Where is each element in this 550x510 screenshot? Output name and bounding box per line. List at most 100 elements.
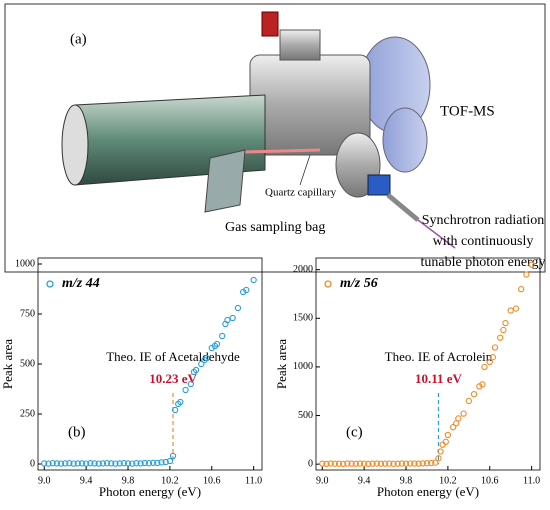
x-tick-label: 11.0: [523, 475, 540, 486]
data-point: [390, 460, 397, 467]
data-point: [213, 340, 221, 348]
x-tick-label: 9.0: [38, 475, 51, 486]
panel-label: (c): [346, 424, 363, 440]
data-point: [365, 460, 372, 468]
data-point: [352, 460, 359, 467]
y-tick-label: 500: [298, 410, 313, 421]
data-point: [41, 460, 48, 467]
data-point: [66, 460, 73, 467]
data-point: [82, 460, 90, 467]
data-point: [327, 460, 334, 467]
data-point: [120, 460, 127, 467]
sampling-bag: [204, 149, 246, 213]
data-point: [62, 460, 69, 467]
synchrotron-label: with continuously: [433, 234, 534, 249]
data-point: [133, 460, 140, 467]
ie-text: Theo. IE of Acrolein: [385, 349, 493, 364]
data-point: [442, 438, 449, 445]
legend-marker: [46, 280, 54, 288]
data-point: [523, 271, 530, 278]
data-point: [435, 455, 442, 462]
data-point: [323, 460, 330, 468]
data-point: [141, 459, 148, 467]
data-point: [479, 381, 486, 388]
data-point: [171, 406, 179, 414]
data-point: [470, 390, 478, 398]
data-point: [502, 320, 509, 327]
data-point: [507, 307, 514, 314]
y-tick-label: 1500: [293, 313, 313, 324]
data-point: [87, 460, 94, 467]
data-point: [437, 448, 444, 455]
data-point: [166, 457, 174, 465]
data-point: [124, 460, 132, 467]
data-point: [348, 460, 355, 467]
data-point: [116, 460, 123, 467]
y-axis-label: Peak area: [0, 339, 15, 389]
bag-label: Gas sampling bag: [225, 220, 325, 235]
data-point: [402, 460, 410, 467]
y-tick-label: 0: [308, 458, 313, 469]
data-point: [49, 460, 56, 467]
y-axis-label: Peak area: [274, 339, 289, 389]
data-point: [240, 288, 247, 296]
valve: [367, 174, 391, 196]
plot-frame: [315, 257, 541, 471]
panel-label: (b): [68, 424, 86, 440]
pointer: [299, 154, 311, 186]
data-point: [386, 460, 393, 467]
data-point: [331, 460, 338, 467]
data-point: [169, 452, 177, 460]
synchrotron-arrow: [417, 219, 456, 249]
data-point: [356, 460, 364, 467]
data-point: [518, 285, 525, 293]
data-point: [250, 276, 257, 284]
y-tick-label: 1000: [15, 258, 35, 269]
data-point: [486, 358, 493, 366]
data-point: [182, 386, 189, 394]
synchrotron-label: Synchrotron radiation: [422, 213, 544, 228]
data-point: [407, 460, 414, 467]
data-point: [158, 459, 165, 466]
ie-value: 10.11 eV: [415, 371, 463, 386]
data-point: [208, 344, 215, 352]
legend-label: m/z 44: [62, 276, 100, 291]
y-tick-label: 750: [20, 308, 35, 319]
x-axis-label: Photon energy (eV): [377, 484, 479, 499]
y-tick-label: 0: [30, 458, 35, 469]
data-point: [137, 460, 144, 467]
data-point: [229, 314, 236, 322]
data-point: [108, 460, 115, 467]
x-tick-label: 10.2: [439, 475, 457, 486]
ie-value: 10.23 eV: [149, 371, 197, 386]
data-point: [70, 460, 77, 467]
beamline: [386, 193, 420, 222]
panel-label: (a): [70, 31, 87, 47]
synchrotron-label: tunable photon energy: [421, 255, 546, 270]
x-tick-label: 9.8: [400, 475, 413, 486]
data-point: [415, 460, 422, 467]
data-point: [74, 460, 81, 467]
data-point: [373, 460, 380, 467]
data-point: [95, 460, 102, 467]
data-point: [500, 326, 507, 334]
data-point: [344, 460, 351, 467]
data-point: [512, 305, 520, 312]
gauge: [261, 11, 279, 37]
capillary-label: Quartz capillary: [265, 187, 337, 199]
data-point: [234, 304, 242, 312]
apparatus: [61, 11, 456, 249]
data-point: [45, 460, 52, 467]
x-tick-label: 10.6: [481, 475, 499, 486]
data-point: [394, 460, 401, 467]
data-point: [203, 354, 210, 362]
cylinder-end: [61, 104, 89, 186]
x-tick-label: 10.6: [203, 475, 221, 486]
legend-marker: [324, 280, 332, 288]
data-point: [198, 360, 205, 368]
y-tick-label: 250: [20, 408, 35, 419]
data-point: [455, 415, 462, 422]
data-point: [57, 460, 65, 467]
